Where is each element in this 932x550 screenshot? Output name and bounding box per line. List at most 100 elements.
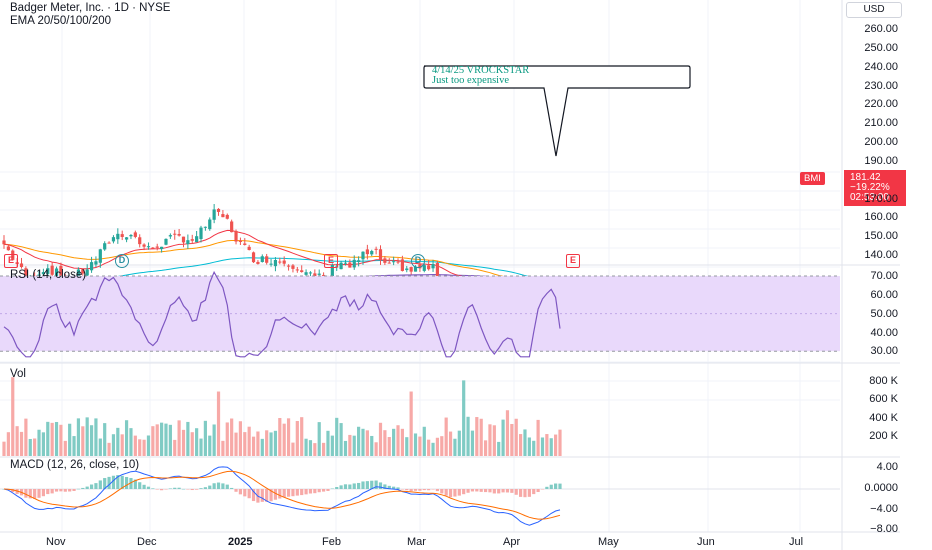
candle-body	[85, 269, 89, 276]
volume-bar	[89, 425, 94, 456]
candle-body	[124, 237, 129, 240]
candle-body	[300, 270, 304, 273]
volume-bar	[221, 440, 225, 456]
candle-body	[256, 261, 260, 264]
candle-body	[321, 274, 326, 276]
volume-bar	[558, 429, 562, 456]
time-axis-label: Feb	[322, 536, 341, 548]
volume-bar	[6, 432, 10, 456]
macd-histogram-bar	[413, 489, 418, 491]
candle-body	[199, 227, 203, 240]
candle-body	[177, 233, 181, 236]
macd-histogram-bar	[282, 489, 286, 498]
volume-bar	[518, 434, 523, 456]
macd-histogram-bar	[427, 489, 431, 491]
volume-bar	[33, 438, 37, 456]
candle-body	[107, 242, 111, 244]
dividend-event-marker[interactable]: D	[115, 254, 129, 268]
volume-bar	[138, 439, 142, 456]
volume-bar	[348, 434, 352, 456]
candle-body	[265, 256, 269, 263]
macd-histogram-bar	[308, 489, 313, 494]
candle-body	[431, 264, 435, 269]
earnings-event-marker[interactable]: E	[566, 254, 580, 268]
candle-body	[50, 265, 54, 275]
candle-body	[19, 263, 24, 268]
candle-body	[98, 249, 102, 263]
volume-bar	[2, 441, 6, 456]
macd-histogram-bar	[265, 489, 269, 502]
price-tick-label: 240.00	[864, 61, 898, 73]
volume-bar	[256, 431, 260, 456]
candle-body	[212, 209, 216, 220]
dividend-event-marker[interactable]: D	[411, 254, 425, 268]
idea-annotation: 4/14/25 VROCKSTAR Just too expensive	[424, 65, 690, 88]
candle-body	[142, 244, 146, 247]
macd-histogram-bar	[203, 487, 207, 489]
macd-histogram-bar	[41, 489, 46, 497]
candle-body	[111, 237, 116, 242]
candle-body	[59, 265, 63, 276]
macd-histogram-bar	[98, 480, 102, 489]
candle-body	[195, 236, 199, 243]
macd-histogram-bar	[186, 489, 190, 490]
macd-histogram-bar	[554, 483, 558, 489]
candle-body	[396, 261, 400, 263]
volume-bar	[444, 417, 448, 456]
candle-body	[11, 250, 15, 260]
earnings-event-marker[interactable]: E	[324, 254, 338, 268]
candle-body	[89, 262, 94, 271]
macd-tick-label: 0.0000	[864, 482, 898, 494]
macd-histogram-bar	[479, 489, 483, 492]
volume-tick-label: 400 K	[869, 412, 898, 424]
candle-body	[247, 246, 251, 250]
macd-histogram-bar	[190, 489, 194, 491]
volume-bar	[321, 442, 326, 456]
macd-histogram-bar	[24, 489, 28, 498]
candle-body	[343, 262, 348, 264]
candle-body	[230, 221, 234, 233]
candle-body	[378, 249, 383, 261]
volume-bar	[291, 442, 295, 456]
volume-bar	[501, 419, 505, 456]
earnings-event-marker[interactable]: E	[4, 254, 18, 268]
candle-body	[304, 272, 308, 275]
volume-bar	[554, 434, 558, 456]
volume-bar	[483, 440, 488, 456]
volume-bar	[98, 438, 102, 456]
ema-legend: EMA 20/50/100/200	[10, 15, 112, 27]
volume-bar	[313, 443, 317, 456]
macd-histogram-bar	[505, 489, 510, 493]
volume-bar	[265, 430, 269, 456]
volume-bar	[273, 430, 278, 456]
volume-tick-label: 600 K	[869, 393, 898, 405]
candle-body	[413, 266, 418, 272]
macd-histogram-bar	[330, 488, 334, 490]
candle-body	[400, 259, 404, 271]
rsi-line	[3, 270, 561, 358]
volume-bar	[28, 438, 32, 456]
volume-bar	[199, 438, 203, 456]
volume-bar	[260, 438, 264, 456]
macd-histogram-bar	[409, 489, 413, 492]
macd-histogram-bar	[518, 489, 523, 497]
candle-body	[208, 219, 212, 230]
macd-histogram-bar	[387, 485, 391, 489]
volume-bar	[15, 426, 19, 456]
price-tick-label: 170.00	[864, 193, 898, 205]
macd-histogram-bar	[396, 487, 400, 489]
macd-histogram-bar	[138, 482, 142, 489]
macd-histogram-bar	[116, 475, 120, 489]
candle-body	[225, 214, 229, 219]
macd-histogram-bar	[339, 485, 343, 489]
macd-histogram-bar	[181, 488, 186, 490]
macd-histogram-bar	[260, 489, 264, 502]
macd-signal-line	[3, 470, 561, 520]
volume-bar	[41, 432, 46, 456]
macd-histogram-bar	[453, 489, 457, 497]
candle-body	[221, 214, 225, 218]
candle-body	[160, 246, 164, 250]
macd-histogram-bar	[120, 475, 124, 489]
macd-histogram-bar	[361, 481, 365, 489]
currency-button[interactable]: USD	[846, 2, 902, 18]
